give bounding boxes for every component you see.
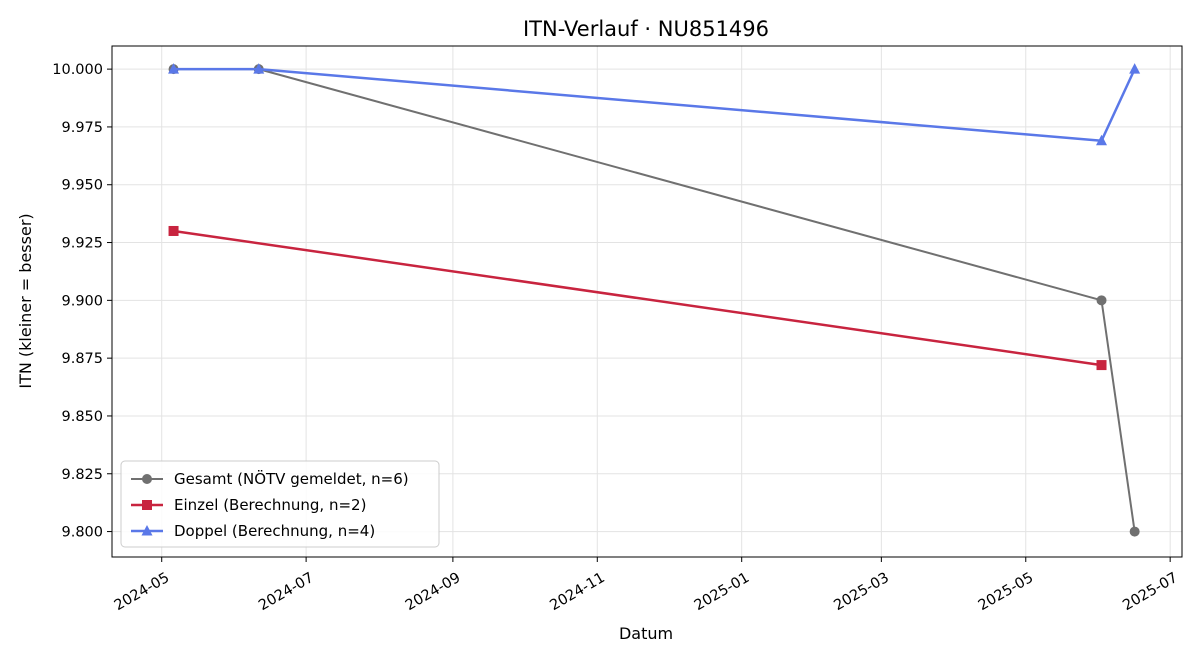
data-point <box>1096 134 1108 146</box>
chart-title: ITN-Verlauf · NU851496 <box>523 17 769 41</box>
x-tick-label: 2025-05 <box>976 570 1036 614</box>
x-tick-label: 2025-01 <box>692 570 752 614</box>
legend-label: Doppel (Berechnung, n=4) <box>174 522 375 540</box>
plot-frame <box>111 45 1183 558</box>
x-tick-label: 2024-09 <box>403 570 463 614</box>
x-tick-label: 2024-05 <box>112 570 172 614</box>
legend: Gesamt (NÖTV gemeldet, n=6) Einzel (Berec… <box>120 460 440 548</box>
legend-item: Gesamt (NÖTV gemeldet, n=6) <box>131 469 409 488</box>
x-tick-label: 2024-07 <box>256 570 316 614</box>
data-point <box>168 225 179 236</box>
y-tick-label: 9.800 <box>61 525 103 541</box>
data-point <box>168 63 180 74</box>
series-2 <box>168 63 1141 146</box>
series-1 <box>168 225 1107 371</box>
data-point <box>1129 526 1140 537</box>
x-axis: 2024-05 2024-07 2024-09 2024-11 2025-01 2025-… <box>112 557 1181 614</box>
y-tick-label: 9.975 <box>61 120 103 136</box>
series-layer <box>168 63 1141 537</box>
y-tick-label: 10.000 <box>52 62 103 78</box>
legend-marker <box>142 500 152 510</box>
y-axis-label: ITN (kleiner = besser) <box>16 213 35 388</box>
legend-box <box>120 460 440 548</box>
series-line <box>173 229 1102 367</box>
data-point <box>1096 295 1107 306</box>
legend-label: Gesamt (NÖTV gemeldet, n=6) <box>174 469 409 488</box>
x-tick-label: 2024-11 <box>547 570 607 614</box>
series-line <box>173 67 1136 143</box>
data-point <box>1129 63 1141 74</box>
y-axis: 9.800 9.825 9.850 9.875 9.900 9.925 9.950 9.975… <box>52 62 112 541</box>
legend-marker <box>142 474 152 484</box>
legend-item: Einzel (Berechnung, n=2) <box>131 496 366 514</box>
data-point <box>1096 360 1107 371</box>
y-tick-label: 9.875 <box>61 351 103 367</box>
x-tick-label: 2025-07 <box>1120 570 1180 614</box>
legend-item: Doppel (Berechnung, n=4) <box>131 522 375 540</box>
y-tick-label: 9.950 <box>61 178 103 194</box>
y-tick-label: 9.925 <box>61 236 103 252</box>
x-axis-label: Datum <box>619 624 673 643</box>
y-tick-label: 9.850 <box>61 409 103 425</box>
legend-label: Einzel (Berechnung, n=2) <box>174 496 366 514</box>
legend-marker <box>141 525 153 536</box>
y-tick-label: 9.825 <box>61 467 103 483</box>
x-tick-label: 2025-03 <box>831 570 891 614</box>
y-tick-label: 9.900 <box>61 293 103 309</box>
data-point <box>253 63 265 74</box>
